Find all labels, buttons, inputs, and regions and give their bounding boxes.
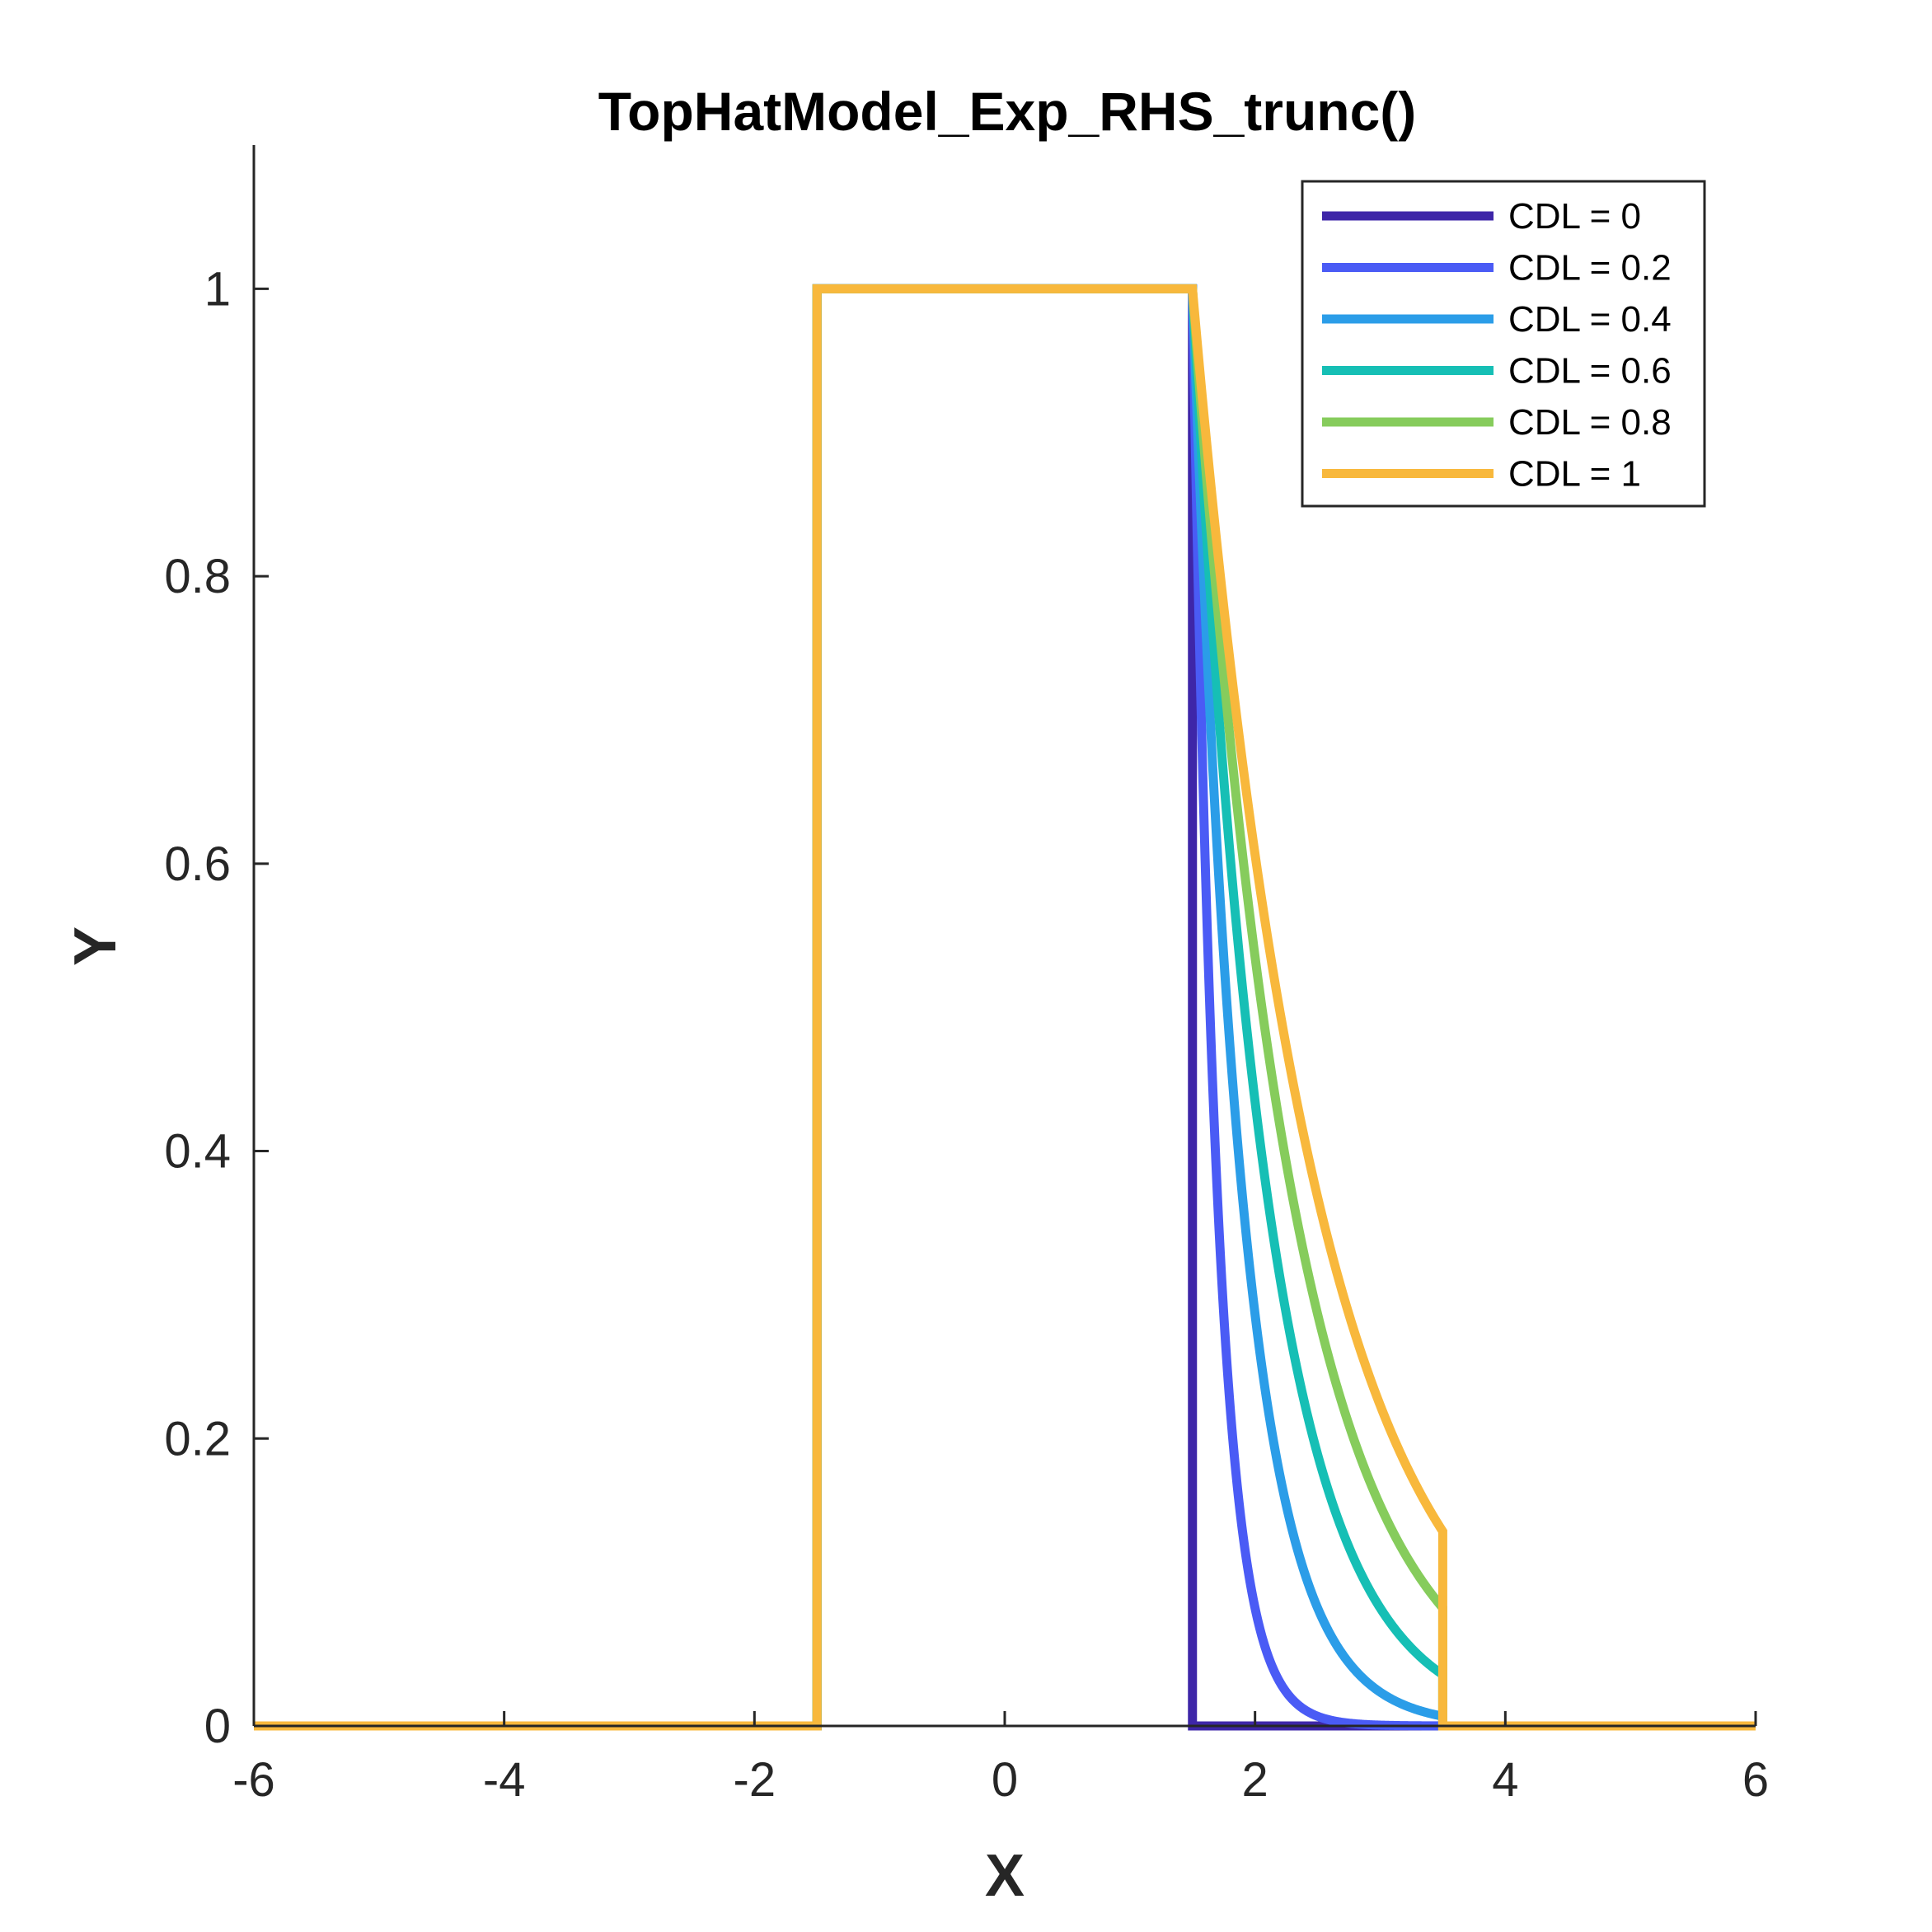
y-tick-label-2: 0.4: [164, 1125, 231, 1179]
tick-marks: -6 -4 -2 0 2 4 6 0 0.2 0.4 0.6 0.8 1: [164, 262, 1769, 1807]
legend: CDL = 0 CDL = 0.2 CDL = 0.4 CDL = 0.6 CDL = …: [1301, 180, 1706, 508]
chart-title: TopHatModel_Exp_RHS_trunc(): [598, 81, 1417, 142]
y-tick-label-5: 1: [204, 262, 231, 316]
x-tick-label-5: 4: [1492, 1753, 1518, 1807]
series-line-4: [254, 284, 1756, 1731]
legend-label-2: CDL = 0.4: [1508, 299, 1672, 340]
x-tick-label-1: -4: [483, 1753, 526, 1807]
x-tick-label-6: 6: [1742, 1753, 1769, 1807]
y-tick-label-1: 0.2: [164, 1412, 231, 1465]
y-axis-label: Y: [63, 926, 129, 966]
legend-box: [1301, 180, 1706, 508]
x-tick-label-4: 2: [1242, 1753, 1268, 1807]
series-line-5: [254, 284, 1756, 1731]
x-axis-label: X: [985, 1843, 1025, 1909]
x-tick-label-3: 0: [992, 1753, 1018, 1807]
y-tick-label-3: 0.6: [164, 837, 231, 891]
series-line-2: [254, 284, 1756, 1731]
legend-label-5: CDL = 1: [1508, 454, 1641, 495]
x-tick-label-0: -6: [232, 1753, 275, 1807]
y-tick-label-4: 0.8: [164, 550, 231, 603]
y-tick-label-0: 0: [204, 1700, 231, 1753]
x-tick-label-2: -2: [734, 1753, 776, 1807]
legend-label-1: CDL = 0.2: [1508, 248, 1672, 288]
series-line-3: [254, 284, 1756, 1731]
legend-label-4: CDL = 0.8: [1508, 402, 1672, 443]
legend-label-3: CDL = 0.6: [1508, 351, 1672, 392]
legend-label-0: CDL = 0: [1508, 196, 1641, 237]
